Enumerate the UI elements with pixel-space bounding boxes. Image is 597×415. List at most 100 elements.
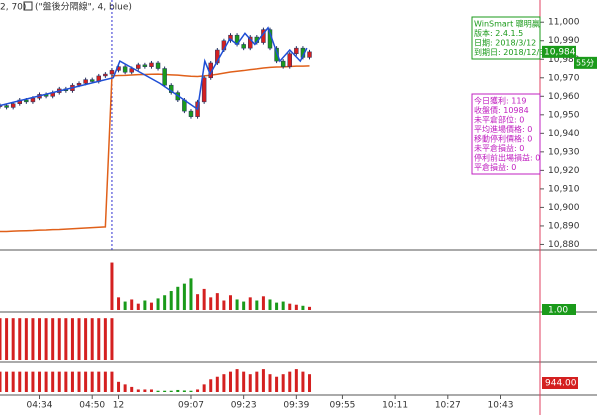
histogram-bar: [281, 374, 285, 392]
volume-bar: [209, 297, 213, 310]
histogram-bar: [64, 371, 68, 392]
histogram-bar: [136, 389, 140, 392]
histogram-bar: [31, 371, 35, 392]
histogram-bar: [18, 371, 22, 392]
signal-bar: [51, 318, 55, 360]
histogram-bar: [117, 381, 121, 392]
volume-bar: [163, 295, 167, 310]
volume-bar: [143, 300, 147, 310]
info-box-text: 日期: 2018/3/12: [474, 39, 536, 48]
histogram-bar: [308, 374, 312, 392]
volume-bar: [308, 306, 312, 310]
histogram-bar: [215, 376, 219, 392]
volume-bar: [228, 295, 232, 310]
histogram-bar: [103, 371, 107, 392]
x-tick-label: 12: [113, 401, 124, 411]
histogram-bar: [38, 371, 42, 392]
volume-bar: [275, 302, 279, 310]
volume-badge-label: 1.00: [548, 306, 568, 316]
signal-bar: [110, 318, 114, 360]
volume-bar: [288, 303, 292, 310]
panel4-badge-label: 944.00: [545, 379, 577, 389]
candle: [280, 60, 286, 67]
volume-bar: [189, 278, 193, 310]
note-badge-label: 55分: [576, 58, 594, 67]
histogram-bar: [51, 371, 55, 392]
y-tick-label: 11,000: [548, 18, 580, 28]
legend-text: ("盤後分隔線", 4, blue): [35, 1, 132, 13]
y-tick-label: 10,990: [548, 36, 580, 46]
stats-box-text: 收盤價: 10984: [474, 105, 529, 115]
signal-bar: [90, 318, 94, 360]
signal-bar: [38, 318, 42, 360]
candle: [294, 47, 299, 54]
info-box: [471, 16, 541, 60]
stats-box-text: 平均進場價格: 0: [474, 124, 532, 134]
histogram-bar: [123, 384, 127, 392]
note-badge: [574, 56, 597, 69]
volume-bar: [261, 296, 265, 310]
info-box-text: 到期日: 2018/12/31: [474, 48, 549, 57]
candle: [89, 79, 95, 82]
candle: [30, 97, 36, 103]
signal-bar: [57, 318, 61, 360]
x-tick-label: 09:55: [329, 401, 355, 411]
histogram-bar: [176, 389, 180, 392]
volume-bar: [255, 300, 259, 310]
signal-bar: [18, 318, 22, 360]
histogram-bar: [143, 389, 147, 392]
volume-badge: [542, 304, 576, 315]
y-tick-label: 10,900: [548, 203, 580, 213]
candle: [109, 70, 115, 75]
histogram-bar: [301, 371, 305, 392]
signal-bar: [11, 318, 15, 360]
panel4-badge: [542, 377, 578, 389]
y-tick-label: 10,930: [548, 147, 580, 157]
signal-bar: [0, 318, 2, 360]
volume-bar: [123, 301, 127, 310]
histogram-bar: [149, 389, 153, 392]
candle: [188, 110, 194, 117]
y-tick-label: 10,970: [548, 73, 580, 83]
candle: [201, 77, 207, 103]
histogram-bar: [228, 371, 232, 392]
histogram-bar: [169, 390, 173, 392]
signal-bar: [5, 318, 9, 360]
candle: [24, 99, 29, 103]
stats-box-text: 移動停利價格: 0: [474, 134, 532, 144]
histogram-bar: [235, 369, 239, 392]
histogram-bar: [11, 371, 15, 392]
y-tick-label: 10,920: [548, 166, 580, 176]
signal-bar: [103, 318, 107, 360]
histogram-bar: [130, 386, 134, 392]
histogram-bar: [288, 371, 292, 392]
signal-bar: [70, 318, 74, 360]
histogram-bar: [222, 374, 226, 392]
candle: [149, 62, 154, 67]
close-icon[interactable]: [23, 1, 33, 11]
histogram-bar: [24, 371, 28, 392]
candle: [287, 53, 292, 67]
stats-box-text: 平倉損益: 0: [474, 162, 516, 172]
price-badge: [542, 45, 576, 58]
signal-bar: [84, 318, 88, 360]
volume-bar: [301, 305, 305, 310]
histogram-bar: [196, 389, 200, 392]
stats-box: [471, 93, 541, 175]
x-tick-label: 10:43: [488, 401, 514, 411]
histogram-bar: [77, 371, 81, 392]
signal-bar: [44, 318, 48, 360]
histogram-bar: [5, 371, 9, 392]
signal-bar: [97, 318, 101, 360]
stats-box-text: 未平倉部位: 0: [474, 115, 524, 125]
volume-bar: [196, 294, 200, 310]
volume-bar: [294, 304, 298, 310]
y-tick-label: 10,950: [548, 110, 580, 120]
histogram-bar: [57, 371, 61, 392]
histogram-bar: [242, 371, 246, 392]
volume-bar: [149, 302, 153, 310]
x-tick-label: 09:39: [283, 401, 309, 411]
y-tick-label: 10,910: [548, 184, 580, 194]
